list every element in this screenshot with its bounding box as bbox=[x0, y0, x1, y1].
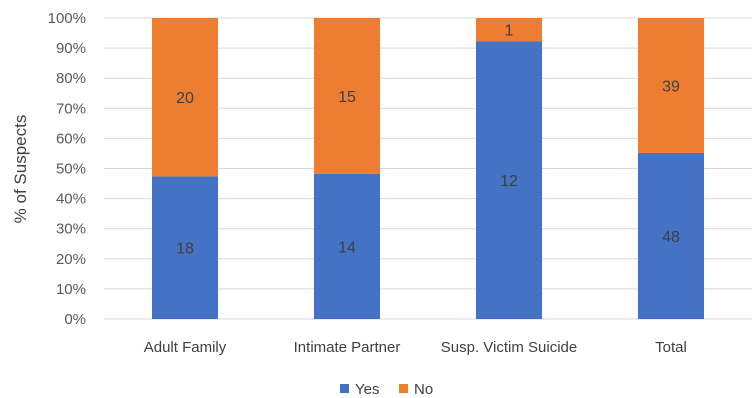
category-label: Total bbox=[655, 339, 687, 356]
legend-label-no: No bbox=[414, 381, 433, 398]
data-label: 20 bbox=[176, 90, 194, 107]
bar-segment-yes bbox=[476, 41, 542, 320]
bar-segment-no bbox=[152, 18, 218, 177]
bars: 18 20 14 15 12 1 48 39 bbox=[152, 18, 704, 320]
bar-segment-no bbox=[638, 18, 704, 153]
legend: Yes No bbox=[340, 381, 433, 398]
y-axis-label: % of Suspects bbox=[11, 115, 30, 224]
data-label: 1 bbox=[505, 23, 514, 40]
y-tick-label: 40% bbox=[56, 191, 86, 208]
y-tick-label: 0% bbox=[64, 311, 86, 328]
data-label: 39 bbox=[662, 78, 680, 95]
y-tick-label: 90% bbox=[56, 40, 86, 57]
y-tick-label: 70% bbox=[56, 100, 86, 117]
bar-segment-yes bbox=[152, 176, 218, 319]
y-tick-label: 10% bbox=[56, 281, 86, 298]
legend-swatch-yes bbox=[340, 384, 349, 393]
y-tick-label: 20% bbox=[56, 251, 86, 268]
y-tick-label: 30% bbox=[56, 221, 86, 238]
bar-segment-yes bbox=[314, 173, 380, 319]
y-tick-label: 60% bbox=[56, 130, 86, 147]
data-label: 18 bbox=[176, 241, 194, 258]
data-label: 14 bbox=[338, 239, 356, 256]
bar-segment-no bbox=[476, 18, 542, 42]
bar-segment-yes bbox=[638, 152, 704, 319]
category-label: Adult Family bbox=[144, 339, 227, 356]
data-label: 48 bbox=[662, 229, 680, 246]
data-label: 12 bbox=[500, 173, 518, 190]
y-tick-label: 80% bbox=[56, 70, 86, 87]
bar-segment-no bbox=[314, 18, 380, 174]
category-labels: Adult Family Intimate Partner Susp. Victim… bbox=[144, 339, 687, 356]
y-tick-label: 100% bbox=[48, 10, 86, 27]
category-label: Intimate Partner bbox=[294, 339, 401, 356]
category-label: Susp. Victim Suicide bbox=[441, 339, 577, 356]
legend-swatch-no bbox=[399, 384, 408, 393]
data-label: 15 bbox=[338, 89, 356, 106]
y-tick-label: 50% bbox=[56, 161, 86, 178]
y-axis-ticks: 0% 10% 20% 30% 40% 50% 60% 70% 80% 90% 100% bbox=[48, 10, 86, 328]
legend-label-yes: Yes bbox=[355, 381, 379, 398]
